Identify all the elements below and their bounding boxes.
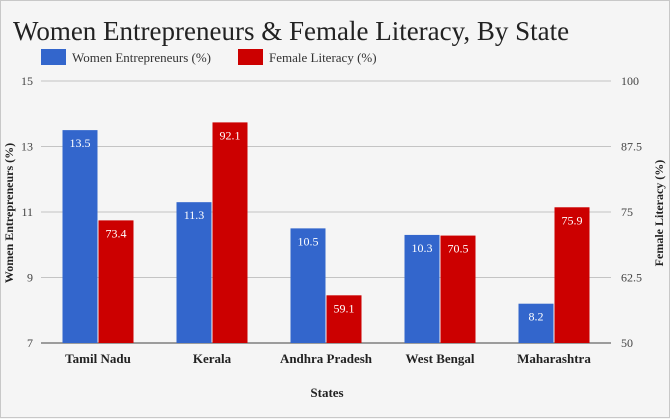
bar-female-literacy [98, 220, 134, 343]
bar-value-label: 70.5 [448, 242, 469, 256]
bar-value-label: 92.1 [220, 128, 241, 142]
bar-value-label: 75.9 [562, 213, 583, 227]
bar-women-entrepreneurs [290, 228, 326, 343]
legend-label-women-entrepreneurs: Women Entrepreneurs (%) [72, 50, 211, 65]
x-axis-title: States [310, 385, 343, 400]
right-tick-label: 87.5 [621, 140, 642, 154]
bar-value-label: 10.5 [298, 234, 319, 248]
right-tick-label: 62.5 [621, 271, 642, 285]
bar-women-entrepreneurs [404, 234, 440, 343]
left-tick-label: 15 [21, 74, 33, 88]
right-tick-label: 75 [621, 205, 633, 219]
right-axis-title: Female Literacy (%) [652, 160, 666, 267]
bar-female-literacy [212, 122, 248, 344]
left-axis-ticks: 7 9 11 13 15 [21, 74, 33, 350]
x-tick-label: West Bengal [406, 351, 475, 366]
bar-value-label: 13.5 [70, 136, 91, 150]
right-axis-ticks: 50 62.5 75 87.5 100 [621, 74, 642, 350]
left-tick-label: 13 [21, 140, 33, 154]
legend-swatch-women-entrepreneurs [41, 49, 66, 65]
left-tick-label: 7 [27, 336, 33, 350]
bar-value-label: 11.3 [184, 208, 205, 222]
left-tick-label: 11 [21, 205, 33, 219]
x-tick-label: Tamil Nadu [65, 351, 131, 366]
right-tick-label: 100 [621, 74, 639, 88]
left-axis-title: Women Entrepreneurs (%) [2, 143, 16, 283]
x-tick-label: Andhra Pradesh [280, 351, 373, 366]
bar-value-label: 59.1 [334, 301, 355, 315]
legend-swatch-female-literacy [238, 49, 263, 65]
bar-value-label: 73.4 [106, 226, 127, 240]
x-tick-label: Kerala [193, 351, 232, 366]
bar-female-literacy [326, 295, 362, 343]
right-tick-label: 50 [621, 336, 633, 350]
gridlines [41, 80, 611, 344]
bar-female-literacy [440, 235, 476, 343]
x-axis-ticks: Tamil Nadu Kerala Andhra Pradesh West Benga… [65, 351, 591, 366]
bar-value-label: 10.3 [412, 241, 433, 255]
legend: Women Entrepreneurs (%) Female Literacy … [41, 49, 377, 65]
bar-women-entrepreneurs [62, 130, 98, 343]
bar-women-entrepreneurs [518, 303, 554, 343]
bar-women-entrepreneurs [176, 202, 212, 343]
left-tick-label: 9 [27, 271, 33, 285]
x-tick-label: Maharashtra [517, 351, 591, 366]
bar-value-label: 8.2 [529, 310, 544, 324]
bar-female-literacy [554, 207, 590, 343]
legend-label-female-literacy: Female Literacy (%) [269, 50, 377, 65]
bars: 13.5 73.4 11.3 92.1 10.5 59.1 10.3 70.5 8.2 75.9 [62, 122, 590, 344]
chart-title: Women Entrepreneurs & Female Literacy, B… [13, 16, 569, 46]
